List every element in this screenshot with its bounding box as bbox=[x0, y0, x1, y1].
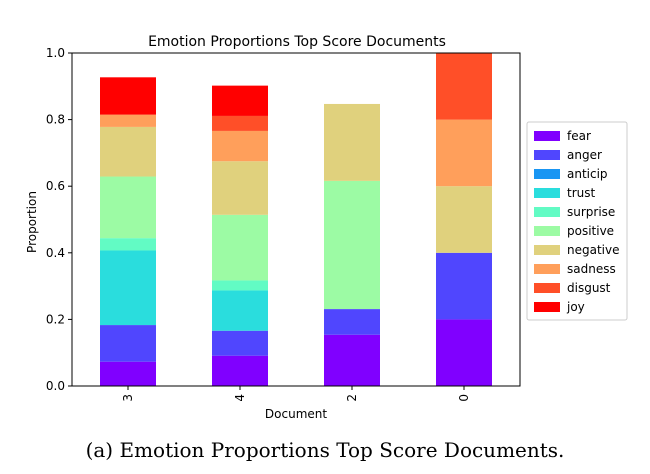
legend-swatch-joy bbox=[534, 302, 560, 312]
bar-anger-0 bbox=[436, 252, 492, 320]
legend-swatch-negative bbox=[534, 245, 560, 255]
legend-label-fear: fear bbox=[567, 129, 591, 143]
y-tick-label: 0.8 bbox=[46, 113, 65, 127]
legend-swatch-fear bbox=[534, 131, 560, 141]
y-axis-label: Proportion bbox=[25, 191, 39, 253]
bar-fear-2 bbox=[324, 334, 380, 386]
x-tick-label: 2 bbox=[345, 394, 359, 402]
chart-title: Emotion Proportions Top Score Documents bbox=[148, 34, 446, 50]
bar-surprise-4 bbox=[212, 280, 268, 291]
bar-joy-4 bbox=[212, 85, 268, 116]
legend-label-positive: positive bbox=[567, 224, 614, 238]
bar-positive-4 bbox=[212, 214, 268, 281]
legend-swatch-anger bbox=[534, 150, 560, 160]
legend-swatch-disgust bbox=[534, 283, 560, 293]
bar-sadness-0 bbox=[436, 119, 492, 187]
bar-negative-4 bbox=[212, 161, 268, 215]
legend-swatch-sadness bbox=[534, 264, 560, 274]
x-tick-label: 0 bbox=[457, 394, 471, 402]
y-tick-label: 0.0 bbox=[46, 379, 65, 393]
y-tick-label: 0.6 bbox=[46, 179, 65, 193]
bars-group bbox=[100, 53, 492, 386]
legend-label-joy: joy bbox=[566, 300, 585, 314]
legend-label-anger: anger bbox=[567, 148, 602, 162]
legend-swatch-surprise bbox=[534, 207, 560, 217]
x-tick-label: 3 bbox=[121, 394, 135, 402]
bar-surprise-3 bbox=[100, 238, 156, 251]
bar-negative-3 bbox=[100, 126, 156, 177]
y-tick-label: 1.0 bbox=[46, 46, 65, 60]
y-axis: 0.0 0.2 0.4 0.6 0.8 1.0 bbox=[46, 46, 72, 393]
bar-anger-4 bbox=[212, 330, 268, 356]
legend-label-trust: trust bbox=[567, 186, 595, 200]
bar-fear-3 bbox=[100, 361, 156, 386]
plot-frame bbox=[71, 52, 521, 387]
legend-label-surprise: surprise bbox=[567, 205, 615, 219]
bar-trust-4 bbox=[212, 290, 268, 331]
x-axis-label: Document bbox=[265, 407, 327, 421]
bar-fear-4 bbox=[212, 355, 268, 386]
bar-anger-2 bbox=[324, 309, 380, 335]
legend-label-sadness: sadness bbox=[567, 262, 616, 276]
bar-sadness-3 bbox=[100, 114, 156, 127]
bar-trust-3 bbox=[100, 250, 156, 326]
bar-fear-0 bbox=[436, 319, 492, 386]
legend-label-disgust: disgust bbox=[567, 281, 611, 295]
bar-disgust-0 bbox=[436, 53, 492, 120]
bar-positive-2 bbox=[324, 180, 380, 310]
bar-negative-0 bbox=[436, 186, 492, 253]
bar-joy-3 bbox=[100, 77, 156, 115]
bar-negative-2 bbox=[324, 103, 380, 181]
legend: fear anger anticip trust surprise positive neg… bbox=[526, 121, 628, 321]
legend-label-anticip: anticip bbox=[567, 167, 608, 181]
legend-label-negative: negative bbox=[567, 243, 619, 257]
legend-swatch-trust bbox=[534, 188, 560, 198]
bar-anger-3 bbox=[100, 325, 156, 362]
x-axis: 3 4 2 0 bbox=[121, 386, 471, 402]
bar-sadness-4 bbox=[212, 130, 268, 162]
x-tick-label: 4 bbox=[233, 394, 247, 402]
bar-disgust-4 bbox=[212, 115, 268, 131]
bar-positive-3 bbox=[100, 176, 156, 239]
legend-swatch-positive bbox=[534, 226, 560, 236]
legend-swatch-anticip bbox=[534, 169, 560, 179]
y-tick-label: 0.2 bbox=[46, 312, 65, 326]
figure-caption: (a) Emotion Proportions Top Score Docume… bbox=[85, 438, 565, 462]
y-tick-label: 0.4 bbox=[46, 246, 65, 260]
